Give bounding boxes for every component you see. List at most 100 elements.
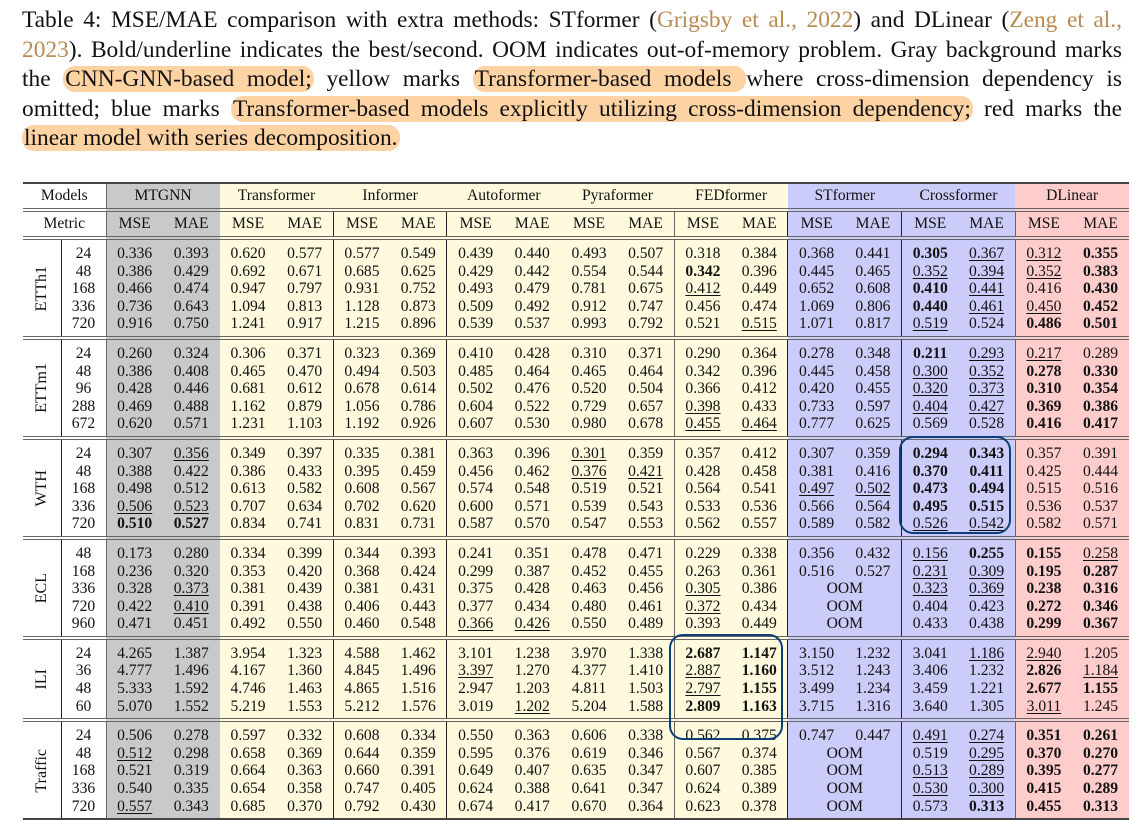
value-cell: 0.386 <box>105 262 163 281</box>
cell-value: 0.464 <box>514 362 550 380</box>
value-cell: 1.316 <box>844 697 902 721</box>
cell-value: 0.359 <box>400 744 436 762</box>
cell-value: 0.347 <box>628 780 664 798</box>
cell-value: 0.344 <box>344 544 380 562</box>
value-cell: 0.569 <box>901 415 959 438</box>
value-cell: 0.445 <box>787 262 845 281</box>
value-cell: 0.433 <box>901 615 959 638</box>
cell-value: 0.408 <box>173 362 209 380</box>
value-cell: 0.389 <box>731 780 788 798</box>
cell-value: 0.548 <box>514 480 550 498</box>
value-cell: 0.344 <box>332 537 391 563</box>
horizon-cell: 336 <box>60 580 106 598</box>
value-cell: 0.290 <box>673 337 732 363</box>
horizon-cell: 24 <box>60 637 106 663</box>
value-cell: 3.397 <box>446 662 504 681</box>
cell-value: 4.746 <box>230 680 266 698</box>
cell-value: 0.394 <box>969 262 1005 280</box>
dataset-name: ETTh1 <box>32 265 50 311</box>
cell-value: 0.557 <box>117 797 153 815</box>
value-cell: 0.394 <box>958 262 1016 281</box>
value-cell: 0.527 <box>844 562 902 581</box>
value-cell: 0.410 <box>162 597 220 616</box>
cell-value: 0.493 <box>458 280 494 298</box>
value-cell: 1.128 <box>332 297 391 316</box>
metric-label: Metric <box>43 215 86 232</box>
cell-value: 0.359 <box>628 444 664 462</box>
value-cell: 3.459 <box>901 680 959 698</box>
cell-value: 0.444 <box>1082 462 1119 480</box>
cell-value: 0.544 <box>628 262 664 280</box>
value-cell: 0.342 <box>673 362 732 381</box>
value-cell: 0.412 <box>731 437 788 463</box>
value-cell: 0.489 <box>617 615 675 638</box>
cell-value: 0.641 <box>571 780 607 798</box>
cell-value: 0.381 <box>799 462 835 480</box>
value-cell: 0.363 <box>503 720 561 745</box>
cell-value: 0.747 <box>799 727 835 745</box>
value-cell: 0.692 <box>219 262 277 281</box>
cell-value: 0.747 <box>344 780 380 798</box>
value-cell: 0.255 <box>958 537 1016 563</box>
value-cell: 5.212 <box>332 697 391 721</box>
cell-value: 0.307 <box>117 444 153 462</box>
cell-value: 0.595 <box>458 744 494 762</box>
cell-value: 0.347 <box>628 762 664 780</box>
value-cell: 0.465 <box>844 262 902 281</box>
value-cell: 2.809 <box>673 697 732 721</box>
value-cell: 0.644 <box>332 744 391 763</box>
cell-value: 0.516 <box>1082 480 1119 498</box>
cell-value: 2.687 <box>685 644 721 662</box>
metric-header-mae: MAE <box>844 210 902 238</box>
value-cell: 1.160 <box>731 662 788 681</box>
cell-value: 4.265 <box>117 644 153 662</box>
cell-value: 0.352 <box>969 362 1005 380</box>
value-cell: 0.381 <box>332 580 391 598</box>
value-cell: 0.896 <box>390 315 447 338</box>
value-cell: 0.589 <box>787 515 845 538</box>
cell-value: 0.301 <box>571 444 607 462</box>
cell-value: 1.186 <box>969 644 1005 662</box>
metric-header-mae: MAE <box>390 210 447 238</box>
cell-value: 0.624 <box>685 780 721 798</box>
value-cell: 0.312 <box>1014 238 1073 263</box>
oom-cell: OOM <box>787 615 902 638</box>
value-cell: 2.797 <box>673 680 732 698</box>
cell-value: 0.549 <box>400 245 436 262</box>
value-cell: 4.167 <box>219 662 277 681</box>
metric-header-mae: MAE <box>162 210 220 238</box>
cell-value: 2.826 <box>1026 662 1062 680</box>
cell-value: 0.547 <box>571 515 607 533</box>
highlight-cross-dim: Transformer-based models explicitly util… <box>230 95 973 122</box>
value-cell: 0.537 <box>1072 497 1129 516</box>
value-cell: 0.452 <box>1072 297 1129 316</box>
dataset-label: ECL <box>23 538 61 638</box>
cell-value: 0.747 <box>628 297 664 315</box>
value-cell: 0.519 <box>901 315 959 338</box>
cell-value: 0.412 <box>741 444 777 462</box>
value-cell: 0.422 <box>162 462 220 481</box>
cell-value: 0.492 <box>514 297 550 315</box>
cell-value: OOM <box>826 615 863 633</box>
value-cell: 0.391 <box>390 762 447 781</box>
cell-value: 0.541 <box>741 480 777 498</box>
cell-value: 0.351 <box>514 544 550 562</box>
cell-value: 0.393 <box>173 245 209 262</box>
value-cell: 0.539 <box>560 497 618 516</box>
citation-link-zeng[interactable]: Zeng et al., 2023 <box>22 7 1122 63</box>
horizon-cell: 288 <box>60 397 106 416</box>
cell-value: 0.523 <box>173 497 209 515</box>
cell-value: 0.465 <box>571 362 607 380</box>
value-cell: 0.439 <box>446 238 504 263</box>
cell-value: 0.236 <box>117 562 153 580</box>
horizon-cell: 48 <box>60 744 106 763</box>
cell-value: 0.278 <box>1026 362 1062 380</box>
value-cell: 0.431 <box>390 580 447 598</box>
cell-value: 0.792 <box>628 315 664 333</box>
value-cell: 1.553 <box>276 697 334 721</box>
models-label: Models <box>40 187 88 204</box>
cell-value: 0.381 <box>400 444 436 462</box>
cell-value: 1.245 <box>1082 697 1119 715</box>
value-cell: 0.536 <box>1014 497 1073 516</box>
citation-link-grigsby[interactable]: Grigsby et al., 2022 <box>656 7 854 33</box>
